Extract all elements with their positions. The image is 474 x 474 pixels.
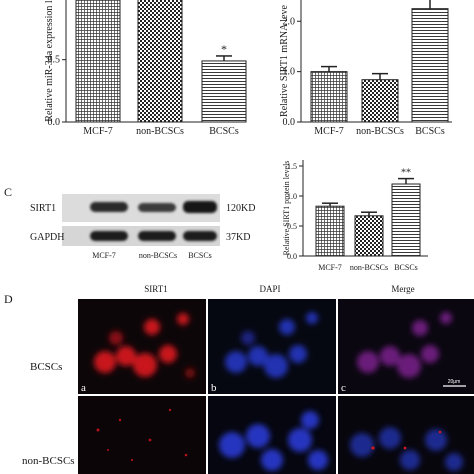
- bar-non-bcscs: [137, 0, 183, 123]
- y-tick-label: 1.0: [283, 67, 296, 78]
- subpanel-letter-a: a: [81, 382, 86, 394]
- y-axis-label: Relative miR-34a expression l: [44, 0, 55, 122]
- blot-lane-non-bcscs: non-BCSCs: [139, 251, 177, 260]
- x-tick-label-non-bcscs: non-BCSCs: [350, 263, 388, 272]
- dapi-blue-nuclei-row2: [219, 411, 328, 471]
- column-label-dapi: DAPI: [259, 284, 280, 294]
- row-label-bcscs: BCSCs: [30, 361, 62, 373]
- bar-mcf7: [310, 71, 348, 123]
- microscopy-grid: SIRT1 DAPI Merge BCSCs non-BCSCs: [22, 284, 474, 474]
- x-tick-label-mcf7: MCF-7: [314, 126, 343, 137]
- x-tick-label-bcscs: BCSCs: [394, 263, 418, 272]
- blot-size-sirt1: 120KD: [226, 203, 255, 214]
- column-label-sirt1: SIRT1: [144, 284, 167, 294]
- x-tick-label-mcf7: MCF-7: [318, 263, 342, 272]
- image-bcscs-sirt1: [78, 299, 206, 394]
- x-tick-label-non-bcscs: non-BCSCs: [136, 126, 184, 137]
- y-tick-label: 2.0: [283, 16, 296, 27]
- y-axis-label: Relative SIRT1 protein levels: [282, 161, 291, 256]
- western-blot: SIRT1 GAPDH 120KD 37KD MCF-7 non-BCSCs B…: [30, 194, 255, 260]
- panel-letter-d: D: [4, 292, 13, 306]
- y-tick-label: 0.5: [287, 222, 297, 231]
- band-gapdh-non-bcscs: [138, 231, 176, 241]
- x-tick-label-mcf7: MCF-7: [83, 126, 112, 137]
- significance-marker: **: [401, 168, 411, 179]
- blot-size-gapdh: 37KD: [226, 232, 250, 243]
- x-tick-label-non-bcscs: non-BCSCs: [356, 126, 404, 137]
- bar-non-bcscs: [361, 79, 399, 123]
- y-tick-label: 0.0: [48, 117, 61, 128]
- bar-bcscs: [411, 8, 449, 123]
- dapi-blue-nuclei: [225, 312, 318, 378]
- bar-non-bcscs: [354, 215, 384, 257]
- x-tick-label-bcscs: BCSCs: [415, 126, 445, 137]
- image-bcscs-merge: [338, 299, 474, 394]
- band-sirt1-mcf7: [90, 202, 128, 212]
- panel-letter-c: C: [4, 185, 12, 199]
- blot-lane-mcf7: MCF-7: [92, 251, 116, 260]
- y-tick-label: 0.0: [287, 252, 297, 261]
- blot-lane-bcscs: BCSCs: [188, 251, 212, 260]
- subpanel-letter-c: c: [341, 382, 346, 394]
- blot-label-gapdh: GAPDH: [30, 232, 64, 243]
- bar-mcf7: [315, 205, 345, 257]
- merge-nuclei-row2: [350, 427, 463, 471]
- image-bcscs-dapi: [208, 299, 336, 394]
- image-non-bcscs-sirt1: [78, 396, 206, 474]
- y-axis-label: Relative SIRT1 mRNA leve: [279, 4, 290, 116]
- y-tick-label: 1.0: [287, 192, 297, 201]
- subpanel-letter-b: b: [211, 382, 217, 394]
- band-gapdh-bcscs: [183, 231, 217, 241]
- sirt1-faint-signal: [96, 408, 188, 462]
- band-sirt1-bcscs: [183, 201, 217, 213]
- row-label-non-bcscs: non-BCSCs: [22, 455, 75, 467]
- merge-purple-nuclei: [357, 312, 452, 378]
- band-gapdh-mcf7: [90, 231, 128, 241]
- x-tick-label-bcscs: BCSCs: [209, 126, 239, 137]
- sirt1-red-nuclei: [94, 313, 195, 378]
- y-tick-label: 0.0: [283, 117, 296, 128]
- blot-label-sirt1: SIRT1: [30, 203, 56, 214]
- y-tick-label: 0.5: [48, 55, 61, 66]
- y-tick-label: 1.5: [287, 162, 297, 171]
- band-sirt1-non-bcscs: [138, 203, 176, 212]
- significance-marker: *: [221, 42, 227, 56]
- bar-bcscs: [391, 183, 421, 257]
- bar-mcf7: [75, 0, 121, 123]
- scale-bar-label: 20μm: [448, 379, 461, 385]
- bar-bcscs: [201, 60, 247, 123]
- column-label-merge: Merge: [391, 284, 414, 294]
